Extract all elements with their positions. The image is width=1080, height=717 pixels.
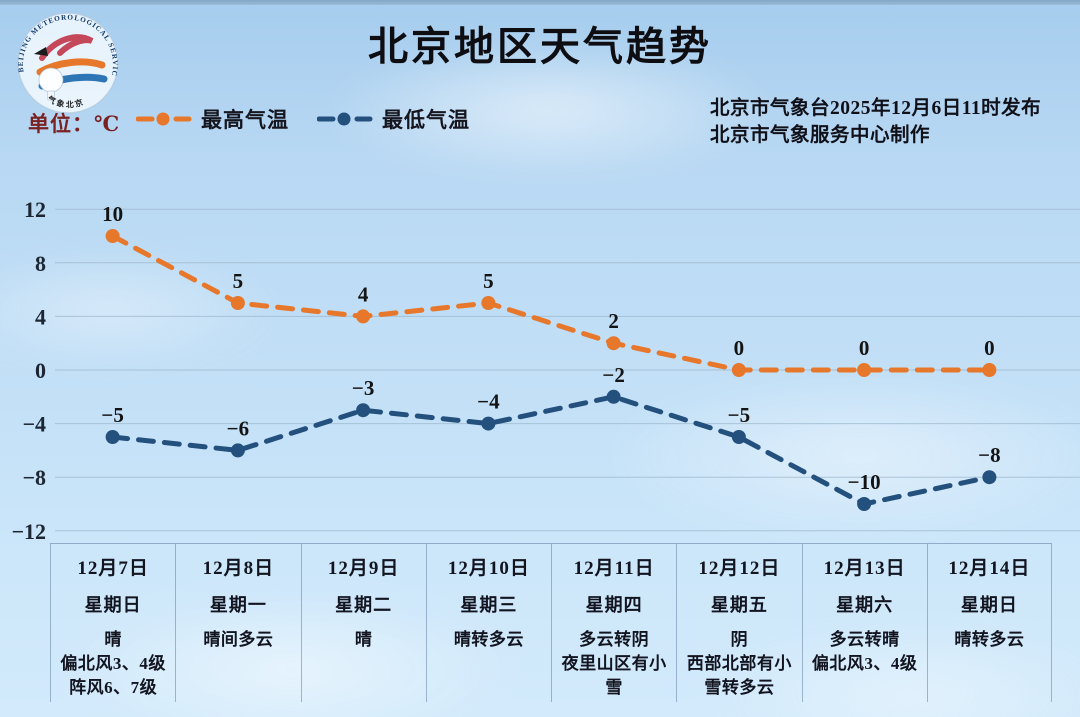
- legend-label-high: 最高气温: [201, 108, 289, 132]
- publisher-line-1: 北京市气象台2025年12月6日11时发布: [710, 98, 1042, 119]
- low-temp-value-label: −5: [101, 403, 123, 427]
- forecast-column: 12月14日 星期日晴转多云: [926, 544, 1052, 702]
- chart-legend: 最高气温 最低气温: [136, 104, 470, 134]
- high-temp-line: [110, 233, 992, 373]
- high-temp-point: [731, 363, 746, 377]
- top-border-strip: [0, 0, 1080, 5]
- logo-balloon-basket: [47, 90, 55, 101]
- forecast-weather: 多云转阴: [579, 630, 650, 649]
- forecast-date: 12月14日: [948, 558, 1031, 579]
- forecast-weekday: 星期日: [84, 595, 142, 615]
- y-axis-tick: 4: [35, 304, 46, 329]
- publisher-line-2: 北京市气象服务中心制作: [710, 125, 931, 146]
- y-axis-tick: −4: [22, 412, 46, 437]
- forecast-weather: 偏北风3、4级: [811, 653, 918, 673]
- low-temp-value-label: −5: [728, 403, 750, 427]
- forecast-column: 12月13日 星期六多云转晴偏北风3、4级: [801, 544, 927, 702]
- forecast-weekday: 星期日: [960, 595, 1018, 615]
- forecast-weather: 晴: [354, 630, 373, 649]
- low-temp-value-label: −6: [227, 416, 249, 440]
- forecast-weather: 晴转多云: [453, 630, 524, 649]
- high-temp-value-label: 2: [608, 309, 619, 333]
- high-temp-point: [982, 363, 997, 377]
- low-temp-point: [606, 389, 621, 404]
- high-temp-point: [481, 296, 496, 310]
- low-temp-value-label: −4: [477, 390, 500, 414]
- forecast-column: 12月10日 星期三晴转多云: [425, 544, 551, 702]
- high-temp-point: [230, 296, 245, 310]
- y-axis-tick: 0: [35, 358, 46, 383]
- logo-bird-icon: [34, 47, 48, 56]
- forecast-weather: 阴: [730, 630, 749, 649]
- forecast-weekday: 星期一: [209, 595, 267, 615]
- forecast-column: 12月9日星期二晴: [300, 544, 426, 702]
- high-temp-value-label: 5: [483, 269, 494, 293]
- low-temp-line-sample-icon: [317, 112, 373, 126]
- low-temp-value-label: −3: [352, 376, 374, 400]
- high-temp-point: [606, 336, 621, 351]
- high-temp-value-label: 0: [984, 336, 995, 360]
- temperature-trend-chart: 12 8 4 0 −4 −8 −12 10 5 4 5 2 0 0 0 −5 −6 −3 −4 −2 −5 −10 −8: [11, 197, 1080, 544]
- y-axis-tick: −12: [11, 519, 46, 544]
- forecast-weather: 多云转晴: [829, 630, 900, 649]
- forecast-date: 12月12日: [698, 558, 781, 579]
- low-temp-point: [105, 430, 120, 444]
- forecast-column: 12月12日 星期五阴西部北部有小雪转多云: [676, 544, 801, 702]
- forecast-table: 12月7日 星期日晴偏北风3、4级 阵风6、7级 12月8日 星期一 晴间多云 12月9日星…: [50, 543, 1052, 702]
- forecast-weather: 晴间多云: [203, 630, 274, 649]
- forecast-date: 12月8日: [202, 558, 275, 579]
- high-temp-value-label: 10: [102, 202, 123, 226]
- publisher-info: 北京市气象台2025年12月6日11时发布 北京市气象服务中心制作: [710, 95, 1041, 149]
- legend-item-low: 最低气温: [317, 104, 470, 134]
- unit-label: 单位：℃: [28, 112, 121, 136]
- low-temp-value-label: −2: [602, 363, 624, 387]
- legend-item-high: 最高气温: [136, 104, 289, 134]
- low-temp-point: [731, 430, 746, 444]
- low-temp-point: [230, 443, 245, 458]
- forecast-date: 12月10日: [447, 558, 530, 579]
- forecast-weekday: 星期四: [585, 595, 643, 615]
- low-temp-value-label: −10: [848, 470, 881, 494]
- low-temp-value-label: −8: [978, 443, 1000, 467]
- page-title: 北京地区天气趋势: [368, 24, 712, 69]
- low-temp-line: [110, 394, 992, 507]
- forecast-weather: 阵风6、7级: [69, 677, 158, 697]
- beijing-meteorological-service-logo: BEIJING METEOROLOGICAL SERVICE 气象北京: [12, 8, 119, 114]
- forecast-weather: 夜里山区有小雪: [561, 653, 667, 697]
- y-axis-tick: −8: [22, 465, 46, 490]
- forecast-column: 12月8日星期一晴间多云: [175, 544, 300, 702]
- low-temp-point: [481, 416, 496, 431]
- forecast-column: 12月11日 星期四多云转阴夜里山区有小雪: [551, 544, 676, 702]
- forecast-weekday: 星期五: [710, 595, 768, 615]
- high-temp-value-label: 4: [358, 282, 369, 306]
- forecast-date: 12月7日: [77, 558, 149, 579]
- low-temp-point: [982, 470, 997, 485]
- logo-swoosh-red: [39, 34, 94, 61]
- forecast-date: 12月13日: [823, 558, 906, 579]
- forecast-weekday: 星期三: [460, 595, 518, 615]
- high-temp-value-label: 5: [233, 269, 244, 293]
- y-axis-tick: 8: [35, 251, 46, 276]
- high-temp-value-label: 0: [734, 336, 745, 360]
- forecast-weather: 晴: [104, 630, 122, 649]
- forecast-weekday: 星期二: [335, 595, 393, 615]
- y-axis-tick: 12: [24, 197, 46, 222]
- high-temp-line-sample-icon: [136, 112, 192, 126]
- forecast-date: 12月9日: [327, 558, 400, 579]
- forecast-column: 12月7日星期日晴偏北风3、4级 阵风6、7级: [50, 544, 175, 702]
- high-temp-point: [356, 309, 371, 324]
- forecast-date: 12月11日: [573, 558, 655, 579]
- low-temp-point: [857, 497, 872, 511]
- high-temp-point: [857, 363, 872, 377]
- high-temp-value-label: 0: [859, 336, 870, 360]
- forecast-weather: 偏北风3、4级: [60, 653, 166, 673]
- forecast-weather: 西部北部有小雪转多云: [686, 653, 792, 697]
- low-temp-point: [356, 403, 371, 418]
- forecast-weather: 晴转多云: [954, 630, 1025, 649]
- legend-label-low: 最低气温: [382, 108, 470, 132]
- high-temp-point: [105, 229, 120, 243]
- forecast-weekday: 星期六: [836, 595, 894, 615]
